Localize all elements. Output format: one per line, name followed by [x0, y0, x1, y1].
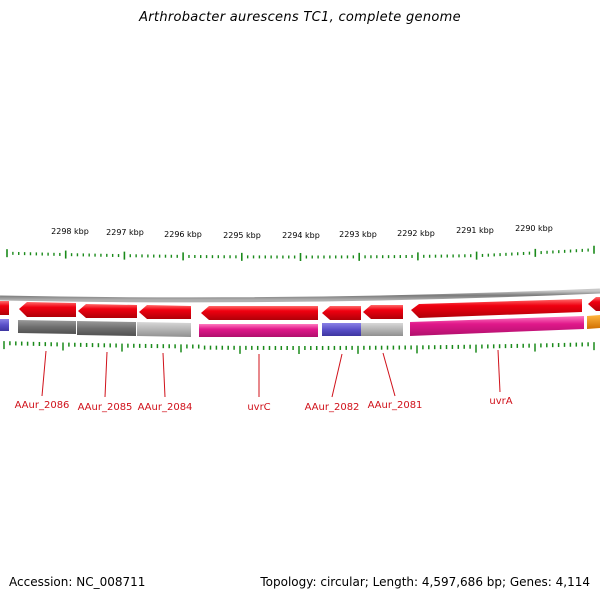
kbp-label: 2298 kbp [51, 227, 89, 236]
kbp-scale-labels: 2298 kbp 2297 kbp 2296 kbp 2295 kbp 2294 kbp… [51, 224, 553, 240]
kbp-label: 2296 kbp [164, 230, 202, 239]
topology-text: Topology: circular; Length: 4,597,686 bp… [260, 575, 590, 589]
kbp-label: 2295 kbp [223, 231, 261, 240]
gene-arrow-right-edge[interactable] [588, 297, 600, 311]
kbp-label: 2297 kbp [106, 228, 144, 237]
leader-uvra [497, 349, 501, 393]
leader-aaur-2086 [41, 350, 47, 397]
gene-label-aaur-2081[interactable]: AAur_2081 [368, 400, 423, 411]
gene-arrow-aaur-2081[interactable] [363, 305, 403, 319]
feature-aaur-2082 [322, 323, 361, 336]
feature-aaur-2085 [77, 321, 136, 336]
inner-tick-marks [3, 341, 595, 354]
feature-uvrc [199, 324, 318, 337]
gene-arrow-aaur-2085[interactable] [78, 304, 137, 318]
leader-aaur-2084 [162, 352, 166, 398]
genome-backbone [0, 288, 600, 303]
gene-label-aaur-2086[interactable]: AAur_2086 [15, 400, 70, 411]
map-title: Arthrobacter aurescens TC1, complete gen… [139, 10, 461, 25]
kbp-label: 2294 kbp [282, 231, 320, 240]
kbp-label: 2291 kbp [456, 226, 494, 235]
gene-label-leaders [41, 349, 501, 398]
feature-right-orange [587, 315, 600, 329]
gene-arrow-uvrc[interactable] [201, 306, 318, 320]
gene-arrow-aaur-2082[interactable] [322, 306, 361, 320]
leader-aaur-2082 [331, 353, 343, 398]
gene-label-aaur-2082[interactable]: AAur_2082 [305, 402, 360, 413]
kbp-label: 2292 kbp [397, 229, 435, 238]
kbp-label: 2293 kbp [339, 230, 377, 239]
feature-track [0, 315, 600, 337]
leader-aaur-2081 [382, 352, 396, 397]
gene-arrow-uvra[interactable] [411, 299, 582, 318]
gene-arrow-aaur-2084[interactable] [139, 305, 191, 319]
feature-aaur-2086 [18, 320, 76, 334]
gene-arrow-aaur-2086[interactable] [19, 302, 76, 317]
leader-aaur-2085 [104, 351, 108, 398]
gene-arrow-left-edge[interactable] [0, 301, 9, 315]
gene-label-uvra[interactable]: uvrA [489, 396, 512, 407]
accession-text: Accession: NC_008711 [9, 575, 146, 589]
cds-track [0, 297, 600, 320]
gene-label-uvrc[interactable]: uvrC [247, 402, 270, 413]
kbp-label: 2290 kbp [515, 224, 553, 233]
outer-tick-marks [6, 245, 595, 261]
feature-aaur-2081 [361, 323, 403, 336]
gene-labels: AAur_2086 AAur_2085 AAur_2084 uvrC AAur_… [15, 396, 513, 413]
feature-uvra [410, 316, 584, 336]
gene-label-aaur-2084[interactable]: AAur_2084 [138, 402, 193, 413]
feature-left-blue [0, 319, 9, 331]
gene-label-aaur-2085[interactable]: AAur_2085 [78, 402, 133, 413]
feature-aaur-2084 [137, 322, 191, 337]
